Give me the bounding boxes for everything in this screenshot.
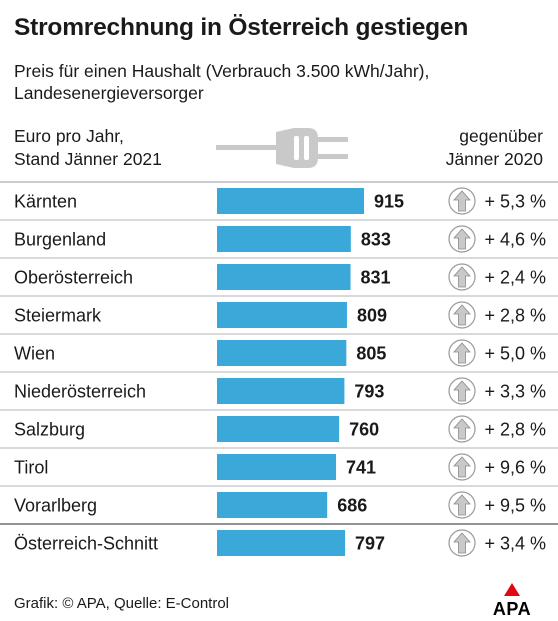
change-label: + 5,0 % (484, 344, 546, 364)
up-arrow-icon (453, 304, 471, 326)
column-header-value-line-1: Euro pro Jahr, (14, 126, 124, 146)
up-arrow-icon (453, 532, 471, 554)
bar (217, 530, 346, 556)
up-arrow-icon (453, 456, 471, 478)
up-arrow-icon (453, 342, 471, 364)
column-header-change-line-1: gegenüber (459, 126, 543, 146)
bar (217, 264, 351, 290)
apa-logo-triangle (504, 583, 520, 596)
category-label: Tirol (14, 458, 48, 478)
column-header-change: gegenüber Jänner 2020 (446, 125, 543, 171)
value-label: 915 (374, 192, 404, 212)
apa-logo: APA (480, 582, 544, 618)
bar (217, 378, 345, 404)
category-label: Oberösterreich (14, 268, 133, 288)
column-header-value-line-2: Stand Jänner 2021 (14, 149, 162, 169)
up-arrow-icon (453, 494, 471, 516)
category-label: Kärnten (14, 192, 77, 212)
change-label: + 3,4 % (484, 534, 546, 554)
bar (217, 302, 347, 328)
change-label: + 2,8 % (484, 306, 546, 326)
category-label: Steiermark (14, 306, 102, 326)
value-label: 741 (346, 458, 376, 478)
value-label: 809 (357, 306, 387, 326)
value-label: 793 (354, 382, 384, 402)
column-header-change-line-2: Jänner 2020 (445, 149, 543, 169)
bar (217, 454, 337, 480)
change-label: + 5,3 % (484, 192, 546, 212)
bar-chart: Kärnten 915 + 5,3 % Burgenland 833 + 4,6 % Obe… (0, 181, 558, 557)
change-label: + 9,6 % (484, 458, 546, 478)
bar (217, 340, 347, 366)
subtitle-line-2: Landesenergieversorger (14, 83, 204, 103)
category-label: Burgenland (14, 230, 106, 250)
value-label: 805 (356, 344, 386, 364)
category-label: Salzburg (14, 420, 85, 440)
value-label: 797 (355, 534, 385, 554)
change-label: + 9,5 % (484, 496, 546, 516)
value-label: 760 (349, 420, 379, 440)
up-arrow-icon (453, 266, 471, 288)
category-label: Wien (14, 344, 55, 364)
value-label: 686 (337, 496, 367, 516)
value-label: 831 (361, 268, 391, 288)
up-arrow-icon (453, 380, 471, 402)
subtitle-line-1: Preis für einen Haushalt (Verbrauch 3.50… (14, 61, 430, 81)
bar (217, 188, 364, 214)
column-header-value: Euro pro Jahr, Stand Jänner 2021 (14, 125, 162, 171)
power-plug-icon (216, 128, 348, 168)
up-arrow-icon (453, 418, 471, 440)
category-label: Niederösterreich (14, 382, 146, 402)
change-label: + 2,8 % (484, 420, 546, 440)
change-label: + 2,4 % (484, 268, 546, 288)
category-label: Vorarlberg (14, 496, 97, 516)
bar (217, 416, 340, 442)
change-label: + 3,3 % (484, 382, 546, 402)
bar (217, 226, 351, 252)
subtitle: Preis für einen Haushalt (Verbrauch 3.50… (14, 60, 534, 104)
bar (217, 492, 328, 518)
value-label: 833 (361, 230, 391, 250)
up-arrow-icon (453, 190, 471, 212)
change-label: + 4,6 % (484, 230, 546, 250)
up-arrow-icon (453, 228, 471, 250)
page-title: Stromrechnung in Österreich gestiegen (14, 14, 469, 41)
source-credit: Grafik: © APA, Quelle: E-Control (14, 595, 230, 612)
category-label: Österreich-Schnitt (14, 534, 158, 554)
